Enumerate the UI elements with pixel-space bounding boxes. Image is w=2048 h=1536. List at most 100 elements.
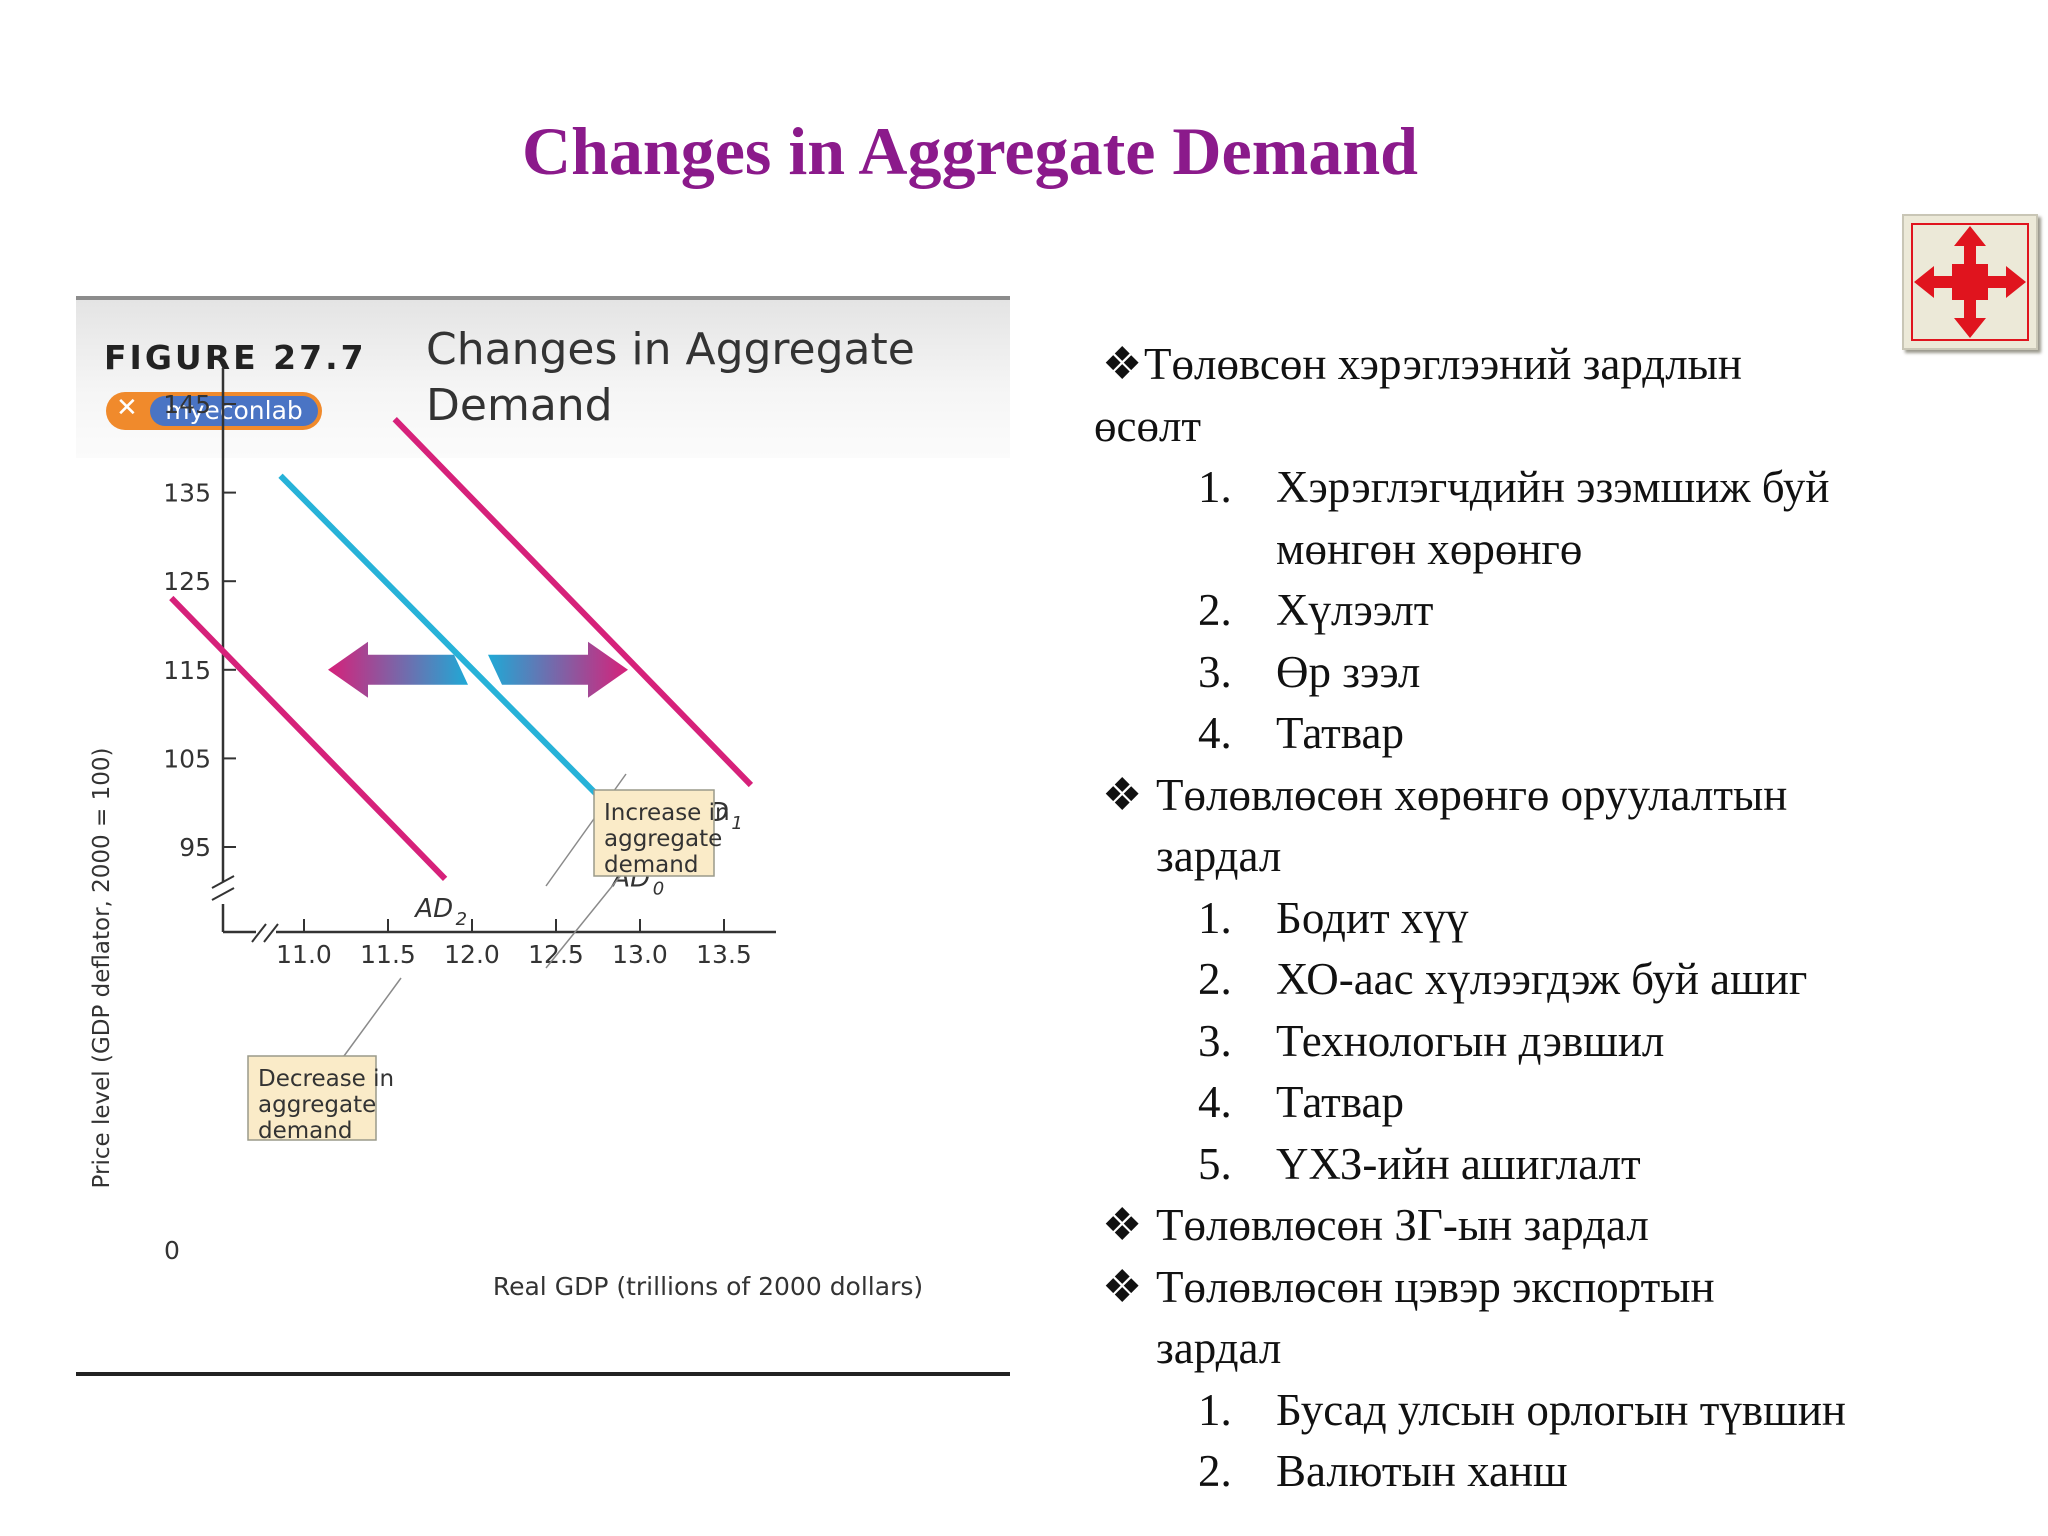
- list-item: 2. Валютын ханш: [1094, 1441, 2034, 1503]
- list-number: 4.: [1198, 1077, 1232, 1127]
- list-item: 4. Татвар: [1094, 1072, 2034, 1134]
- y-tick-label: 125: [163, 567, 211, 596]
- series-label-sub-ad1: 1: [731, 813, 742, 834]
- arrow-left-decrease: [328, 641, 468, 698]
- diamond-bullet-icon: ❖: [1102, 1261, 1143, 1312]
- list-number: 4.: [1198, 708, 1232, 758]
- increase-annotation-text: demand: [604, 852, 698, 878]
- decrease-annotation-text: demand: [258, 1118, 352, 1144]
- list-number: 2.: [1198, 585, 1232, 635]
- list-text: Өр зээл: [1276, 646, 1421, 697]
- series-line-ad2: [169, 595, 448, 881]
- list-item: 3. Технологын дэвшил: [1094, 1011, 2034, 1073]
- y-tick-label: 95: [179, 833, 211, 862]
- list-number: 2.: [1198, 954, 1232, 1004]
- series-label-sub-ad2: 2: [456, 909, 467, 930]
- figure-top-rule: [76, 296, 1010, 300]
- figure-number: FIGURE 27.7: [104, 338, 367, 377]
- bullet-text: Төлөвсөн хэрэглээний зардлын: [1144, 339, 1742, 389]
- myeconlab-badge: ✕ myeconlab: [106, 392, 322, 430]
- decrease-annotation-box: [247, 1055, 377, 1141]
- list-text: мөнгөн хөрөнгө: [1276, 523, 1583, 574]
- list-text: Бусад улсын орлогын түвшин: [1276, 1384, 1846, 1435]
- list-number: 2.: [1198, 1446, 1232, 1496]
- x-axis-break-mark: [251, 923, 267, 943]
- series-line-ad1: [392, 417, 754, 788]
- slide-title: Changes in Aggregate Demand: [522, 113, 1418, 189]
- series-label-sub-ad0: 0: [653, 879, 664, 900]
- decrease-leader-line: [343, 977, 402, 1057]
- list-item: 2. ХО-аас хүлээгдэж буй ашиг: [1094, 949, 2034, 1011]
- figure-title: Changes in Aggregate Demand: [426, 322, 946, 434]
- list-text: Хэрэглэгчдийн эзэмшиж буй: [1276, 462, 1830, 512]
- myeconlab-badge-label: myeconlab: [150, 396, 318, 426]
- ad-chart: Price level (GDP deflator, 2000 = 100) R…: [89, 368, 923, 1301]
- x-tick-label: 11.5: [360, 940, 416, 969]
- y-tick-label: 115: [163, 656, 211, 685]
- list-text: ХО-аас хүлээгдэж буй ашиг: [1276, 954, 1808, 1004]
- list-item: 1. Бусад улсын орлогын түвшин: [1094, 1380, 2034, 1442]
- increase-leader-line: [545, 873, 623, 969]
- increase-annotation-text: Increase in: [604, 800, 730, 826]
- list-text: Хүлээлт: [1276, 585, 1434, 635]
- figure-title-line1: Changes in Aggregate: [426, 324, 915, 375]
- chart-ticks: 1451351251151059511.011.512.012.513.013.…: [163, 390, 752, 969]
- list-text: Татвар: [1276, 1077, 1404, 1127]
- list-number: 3.: [1198, 646, 1232, 697]
- list-item: 1. Бодит хүү: [1094, 888, 2034, 950]
- bullet-item-cont: зардал: [1094, 826, 2034, 888]
- x-axis-break-mark: [263, 923, 279, 943]
- x-tick-label: 12.0: [444, 940, 500, 969]
- list-number: 1.: [1198, 462, 1232, 512]
- navigation-button[interactable]: [1902, 214, 2038, 350]
- bullet-item: ❖ Төлөвлөсөн цэвэр экспортын: [1094, 1257, 2034, 1319]
- list-item: 2. Хүлээлт: [1094, 580, 2034, 642]
- origin-label: 0: [164, 1236, 180, 1265]
- decrease-annotation-text: Decrease in: [258, 1066, 394, 1092]
- increase-annotation-text: aggregate: [604, 826, 722, 852]
- myeconlab-logo-icon: ✕: [116, 393, 138, 423]
- bullet-item: ❖ Төлөвлөсөн ЗГ-ын зардал: [1094, 1195, 2034, 1257]
- y-axis-label: Price level (GDP deflator, 2000 = 100): [89, 748, 115, 1189]
- list-text: Валютын ханш: [1276, 1446, 1568, 1496]
- decrease-annotation-text: aggregate: [258, 1092, 376, 1118]
- bullet-list: ❖ Төлөвсөн хэрэглээний зардлын өсөлт 1. …: [1094, 334, 2034, 1503]
- diamond-bullet-icon: ❖: [1102, 339, 1143, 389]
- x-tick-label: 11.0: [276, 940, 332, 969]
- four-way-arrows-icon: [1911, 223, 2029, 341]
- list-item-cont: мөнгөн хөрөнгө: [1094, 519, 2034, 581]
- bullet-item: ❖ Төлөвлөсөн хөрөнгө оруулалтын: [1094, 765, 2034, 827]
- x-tick-label: 13.0: [612, 940, 668, 969]
- list-text: ҮХЗ-ийн ашиглалт: [1276, 1138, 1641, 1189]
- figure-header: FIGURE 27.7 ✕ myeconlab Changes in Aggre…: [76, 300, 1010, 458]
- y-tick-label: 135: [163, 479, 211, 508]
- arrow-right-increase: [488, 641, 628, 698]
- figure-bottom-rule: [76, 1372, 1010, 1376]
- bullet-text: Төлөвлөсөн ЗГ-ын зардал: [1156, 1200, 1649, 1250]
- list-item: 3. Өр зээл: [1094, 642, 2034, 704]
- list-number: 1.: [1198, 1384, 1232, 1435]
- x-axis-label: Real GDP (trillions of 2000 dollars): [493, 1272, 923, 1301]
- list-number: 1.: [1198, 892, 1232, 943]
- x-tick-label: 13.5: [696, 940, 752, 969]
- bullet-text: зардал: [1156, 1323, 1282, 1373]
- list-item: 5. ҮХЗ-ийн ашиглалт: [1094, 1134, 2034, 1196]
- diamond-bullet-icon: ❖: [1102, 1200, 1143, 1250]
- list-number: 5.: [1198, 1138, 1232, 1189]
- y-axis-break-mark: [211, 887, 235, 901]
- bullet-text: Төлөвлөсөн хөрөнгө оруулалтын: [1156, 769, 1788, 820]
- bullet-item: ❖ Төлөвсөн хэрэглээний зардлын: [1094, 334, 2034, 396]
- bullet-text: Төлөвлөсөн цэвэр экспортын: [1156, 1261, 1715, 1312]
- list-text: Бодит хүү: [1276, 892, 1469, 943]
- y-tick-label: 145: [163, 390, 211, 419]
- y-axis-break-mark: [211, 875, 235, 889]
- series-label-ad2: AD: [413, 894, 453, 924]
- diamond-bullet-icon: ❖: [1102, 769, 1143, 820]
- shift-arrows: [328, 641, 628, 698]
- bullet-text: зардал: [1156, 831, 1282, 881]
- list-item: 4. Татвар: [1094, 703, 2034, 765]
- increase-annotation-box: [593, 789, 715, 877]
- bullet-text: өсөлт: [1094, 400, 1202, 451]
- y-tick-label: 105: [163, 744, 211, 773]
